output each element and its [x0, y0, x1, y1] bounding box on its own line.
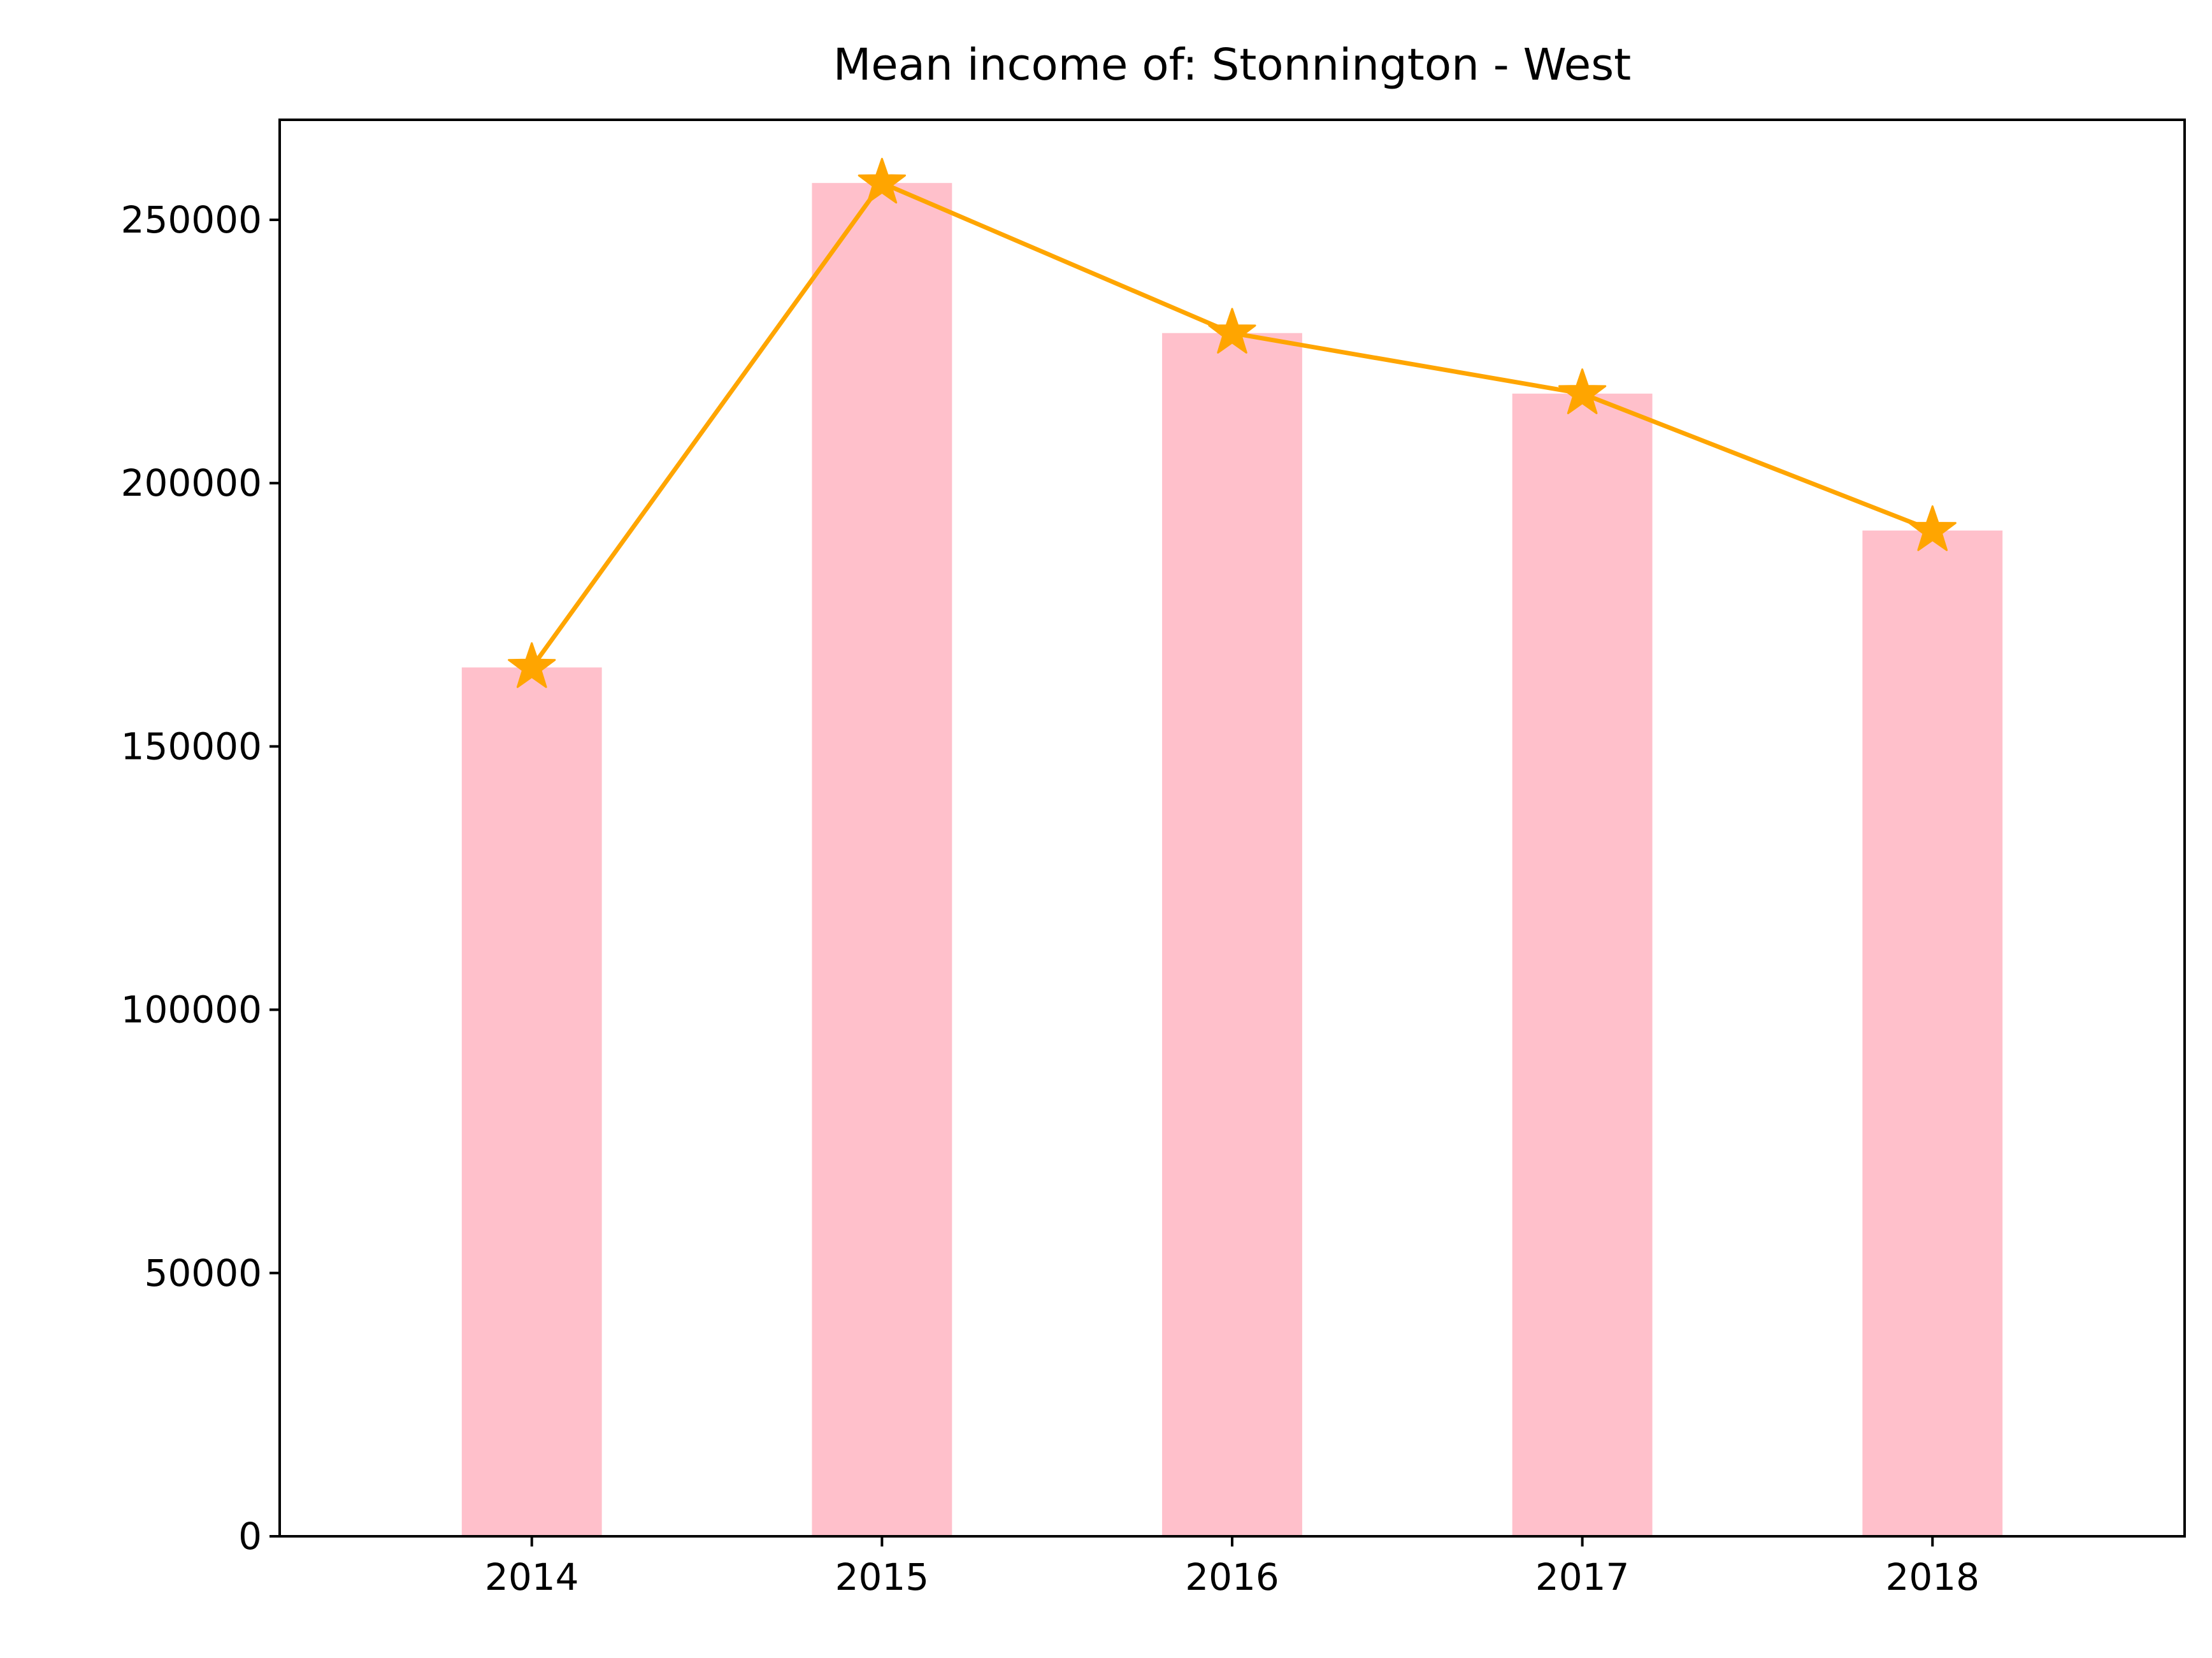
- plot-frame: [278, 119, 2186, 1538]
- x-tick-label: 2014: [485, 1555, 579, 1599]
- chart-title: Mean income of: Stonnington - West: [833, 40, 1631, 90]
- star-marker-2014: [508, 642, 556, 688]
- star-marker-2015: [858, 157, 906, 204]
- y-axis: 0 50000 100000 150000 200000 250000: [121, 198, 280, 1558]
- bar-2017: [1512, 393, 1653, 1537]
- y-tick-label: 200000: [121, 461, 262, 505]
- bar-2016: [1162, 333, 1302, 1536]
- star-marker-2017: [1558, 368, 1607, 414]
- x-tick-label: 2018: [1885, 1555, 1979, 1599]
- y-tick-label: 50000: [144, 1251, 262, 1295]
- bar-2015: [812, 183, 952, 1537]
- y-tick-label: 250000: [121, 198, 262, 241]
- star-marker-2016: [1208, 308, 1256, 354]
- x-tick-label: 2015: [835, 1555, 930, 1599]
- x-tick-label: 2017: [1535, 1555, 1630, 1599]
- x-axis: 2014 2015 2016 2017 2018: [485, 1536, 1979, 1599]
- x-tick-label: 2016: [1185, 1555, 1279, 1599]
- bar-2014: [461, 667, 602, 1536]
- y-tick-label: 0: [238, 1515, 262, 1558]
- star-marker-2018: [1908, 505, 1957, 551]
- plot-area: [461, 157, 2003, 1537]
- y-tick-label: 150000: [121, 724, 262, 768]
- y-tick-label: 100000: [121, 988, 262, 1032]
- bar-2018: [1862, 530, 2003, 1536]
